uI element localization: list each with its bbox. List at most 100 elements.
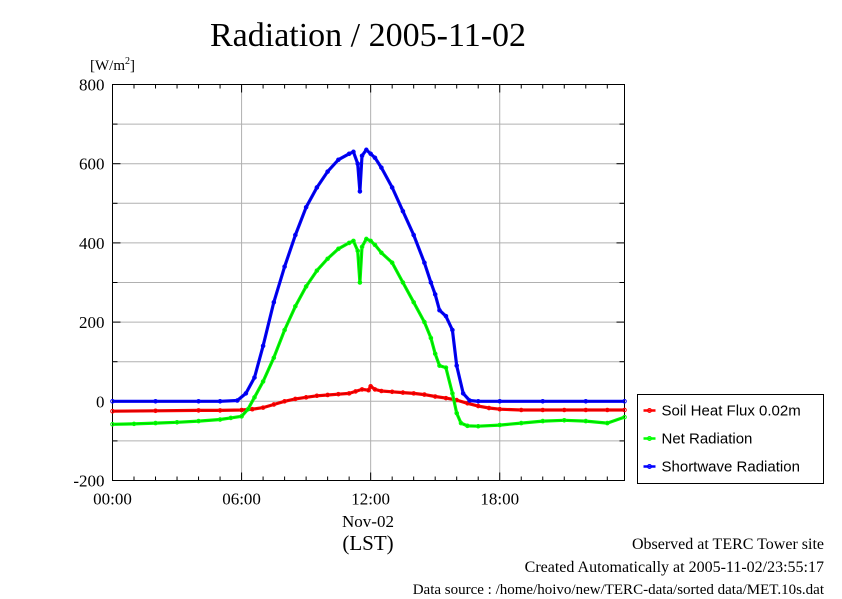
data-point	[604, 407, 610, 413]
data-point	[389, 185, 395, 190]
data-point	[110, 399, 115, 404]
series-line-core	[112, 238, 625, 427]
series-line-core	[112, 149, 625, 402]
data-point	[359, 153, 365, 159]
series-line-core	[112, 385, 625, 412]
data-point	[260, 343, 266, 349]
data-point	[622, 399, 627, 404]
data-point	[282, 399, 287, 404]
data-point	[379, 250, 384, 256]
data-point	[131, 421, 137, 427]
data-point	[110, 421, 115, 427]
data-point	[234, 398, 240, 403]
data-point	[355, 248, 361, 254]
data-point	[303, 284, 309, 289]
data-point	[260, 405, 266, 410]
data-point	[153, 420, 158, 426]
data-point	[196, 408, 201, 413]
data-point	[228, 415, 234, 421]
data-point	[372, 242, 378, 248]
data-point	[443, 313, 449, 319]
legend: Soil Heat Flux 0.02m Net Radiation Shortwa…	[637, 394, 824, 484]
data-point	[293, 303, 298, 309]
data-point	[400, 390, 406, 395]
data-point	[325, 256, 330, 262]
data-point	[303, 395, 309, 400]
legend-marker	[647, 408, 652, 413]
y-tick-label: 400	[79, 234, 105, 253]
data-point	[443, 365, 449, 370]
data-point	[346, 240, 352, 246]
y-tick-labels: -200 0 200 400 600 800	[73, 76, 104, 491]
data-point	[336, 391, 341, 397]
series-layer	[110, 147, 627, 429]
data-point	[364, 236, 369, 242]
legend-label: Net Radiation	[662, 431, 753, 448]
data-point	[325, 169, 330, 174]
data-point	[368, 383, 373, 389]
data-point	[153, 408, 158, 414]
legend-label: Soil Heat Flux 0.02m	[662, 403, 801, 420]
data-point	[336, 246, 341, 252]
data-point	[486, 405, 492, 411]
data-point	[540, 418, 546, 424]
data-point	[282, 327, 287, 333]
legend-box	[637, 394, 824, 484]
data-point	[411, 232, 416, 238]
data-point	[432, 394, 438, 399]
data-point	[561, 407, 567, 413]
data-point	[217, 408, 223, 413]
data-point	[359, 244, 365, 250]
data-point	[622, 414, 627, 420]
data-point	[432, 351, 438, 357]
data-point	[583, 407, 589, 413]
data-point	[422, 319, 427, 325]
data-point	[260, 379, 266, 384]
data-point	[217, 399, 223, 404]
data-point	[325, 392, 330, 398]
data-point	[239, 414, 244, 419]
data-point	[196, 418, 201, 424]
series-net-radiation	[110, 236, 627, 429]
legend-label: Shortwave Radiation	[662, 459, 800, 476]
data-point	[282, 264, 287, 269]
data-point	[372, 155, 378, 161]
data-point	[314, 268, 320, 273]
data-point	[475, 399, 481, 404]
data-point	[467, 398, 472, 403]
data-point	[243, 391, 249, 396]
x-tick-label: 18:00	[480, 490, 519, 509]
data-point	[432, 292, 438, 297]
data-point	[153, 399, 158, 404]
data-point	[174, 419, 180, 425]
data-point	[465, 423, 470, 429]
data-point	[465, 400, 470, 406]
data-point	[293, 232, 298, 238]
data-point	[540, 399, 546, 404]
series-line	[112, 237, 626, 428]
data-point	[271, 402, 277, 407]
footer-source: Data source : /home/hoivo/new/TERC-data/…	[412, 582, 824, 598]
data-point	[336, 157, 341, 163]
data-point	[422, 260, 427, 266]
series-line	[112, 148, 625, 403]
data-point	[366, 387, 371, 393]
data-point	[460, 391, 466, 396]
data-point	[389, 389, 395, 395]
data-point	[497, 399, 503, 404]
legend-marker	[647, 464, 652, 469]
data-point	[428, 335, 434, 341]
data-point	[458, 420, 464, 426]
data-point	[357, 189, 363, 194]
data-point	[351, 238, 356, 244]
y-tick-label: 800	[79, 76, 105, 95]
data-point	[239, 407, 244, 413]
data-point	[450, 391, 455, 396]
data-point	[196, 399, 201, 404]
data-point	[497, 422, 503, 428]
data-point	[217, 417, 223, 422]
data-point	[475, 423, 481, 429]
data-point	[293, 396, 298, 402]
data-point	[583, 399, 589, 404]
